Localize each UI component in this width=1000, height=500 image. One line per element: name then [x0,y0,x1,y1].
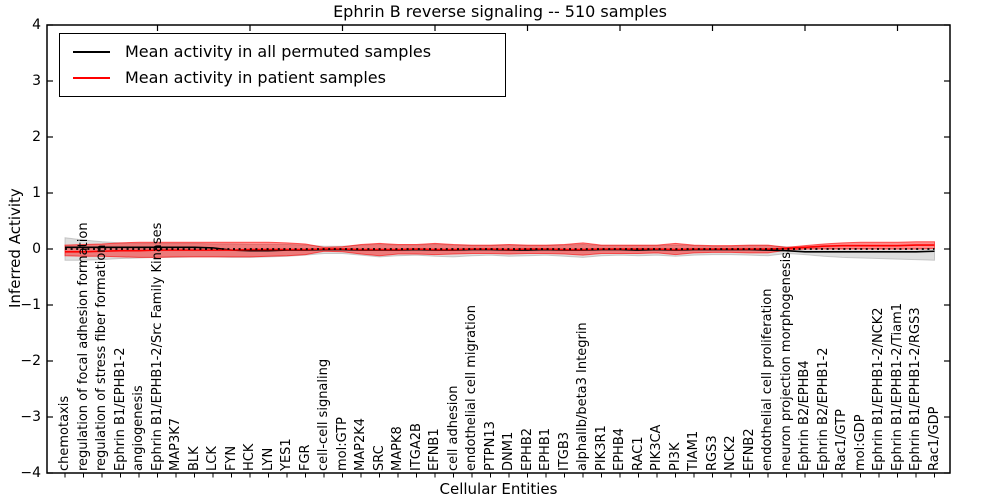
legend-label-patient: Mean activity in patient samples [125,68,386,88]
x-category-label: MAPK8 [390,426,405,471]
x-category-label: cell-cell signaling [316,358,331,471]
x-category-label: Rac1/GDP [926,406,942,471]
x-category-label: MAP3K7 [168,417,183,471]
x-category-label: chemotaxis [57,395,72,471]
x-category-label: HCK [242,443,257,471]
x-category-label: EPHB4 [612,427,627,471]
x-category-label: cell adhesion [445,385,461,471]
patient-mean-line [65,244,935,253]
x-category-label: YES1 [279,438,294,471]
y-tick-label: 4 [32,17,41,33]
x-category-label: TIAM1 [686,430,701,471]
x-category-label: regulation of focal adhesion formation [75,222,91,471]
x-category-label: mol:GTP [334,417,350,471]
x-category-label: Ephrin B2/EPHB1-2 [815,347,831,471]
legend-item-patient: Mean activity in patient samples [73,69,505,87]
x-category-label: LCK [205,446,220,471]
x-category-label: endothelial cell migration [464,305,479,471]
x-category-label: PI3K [667,442,683,471]
x-category-label: RAC1 [630,436,646,471]
legend-label-permuted: Mean activity in all permuted samples [125,41,432,61]
x-category-label: endothelial cell proliferation [760,288,775,472]
x-category-label: Ephrin B1/EPHB1-2/Src Family Kinases [149,222,165,471]
x-category-label: regulation of stress fiber formation [94,244,109,471]
y-tick-label: 3 [32,73,41,89]
y-tick-label: 1 [32,185,41,201]
x-category-label: DNM1 [501,431,516,471]
y-tick-label: −1 [20,297,41,313]
x-category-label: RGS3 [704,435,720,471]
x-category-label: Ephrin B1/EPHB1-2/RGS3 [908,307,923,471]
legend: Mean activity in all permuted samples Me… [59,33,506,97]
x-category-label: EFNB2 [741,428,757,471]
y-tick-label: −3 [20,409,41,425]
x-category-label: EFNB1 [427,428,442,471]
x-category-label: SRC [371,445,387,471]
y-tick-label: −4 [20,465,41,481]
x-category-label: EPHB2 [519,427,535,471]
x-category-label: EPHB1 [538,427,553,471]
x-category-label: neuron projection morphogenesis [778,252,794,471]
x-category-label: FYN [223,445,239,471]
x-category-label: angiogenesis [131,385,146,471]
x-category-label: NCK2 [723,435,738,471]
x-category-label: LYN [260,447,276,471]
x-category-label: Ephrin B1/EPHB1-2/Tiam1 [889,302,905,471]
y-tick-label: 0 [32,241,41,257]
x-axis-label: Cellular Entities [439,480,558,498]
x-category-label: MAP2K4 [353,417,368,471]
y-tick-label: −2 [20,353,41,369]
y-tick-label: 2 [32,129,41,145]
x-category-label: mol:GDP [852,414,868,471]
x-category-label: PTPN13 [482,421,498,471]
x-category-label: PIK3CA [649,424,664,471]
x-category-label: alphaIIb/beta3 Integrin [575,322,590,471]
x-category-label: ITGA2B [408,423,424,471]
x-category-label: FGR [297,444,313,471]
x-category-label: Ephrin B2/EPHB4 [797,360,812,471]
x-category-label: Rac1/GTP [834,409,849,471]
x-category-label: ITGB3 [556,431,572,471]
permuted-line-swatch-icon [73,50,110,53]
patient-line-swatch-icon [73,77,110,80]
chart-title: Ephrin B reverse signaling -- 510 sample… [333,2,667,21]
legend-item-permuted: Mean activity in all permuted samples [73,41,505,61]
x-category-label: Ephrin B1/EPHB1-2/NCK2 [871,307,886,471]
x-category-label: PIK3R1 [593,425,609,471]
x-category-label: Ephrin B1/EPHB1-2 [112,347,128,471]
x-category-label: BLK [186,446,202,471]
